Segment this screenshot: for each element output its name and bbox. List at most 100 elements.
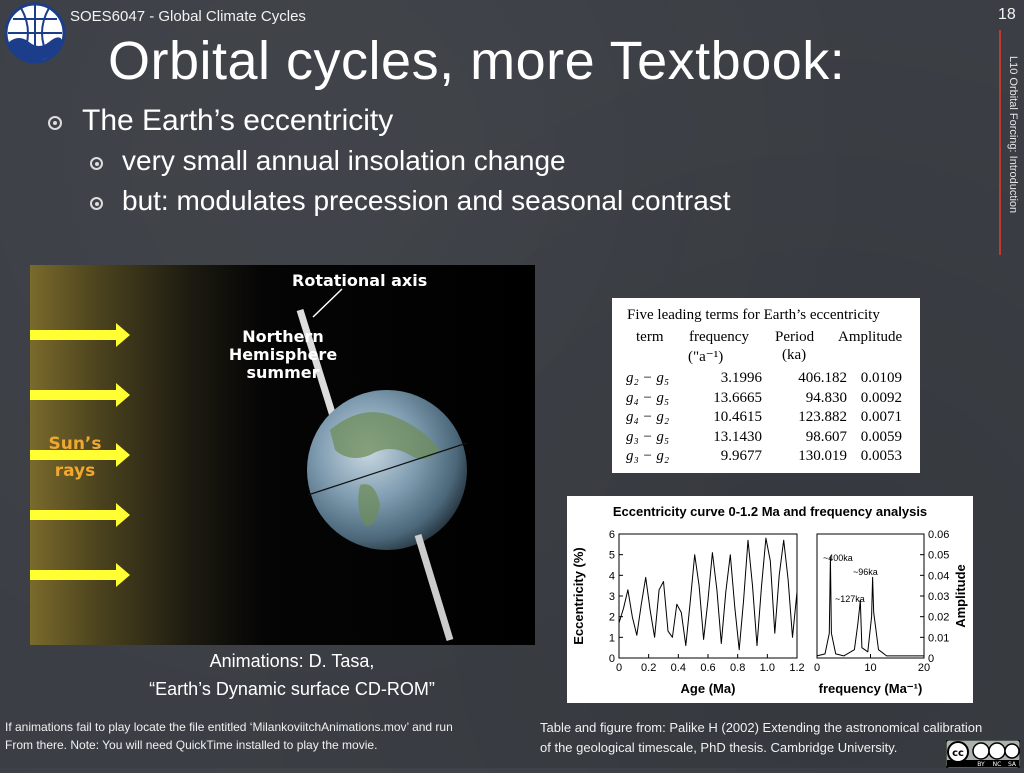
y-axis-label: Eccentricity (%)	[571, 547, 586, 645]
x-tick-label: 20	[918, 662, 930, 674]
y-tick-label: 5	[609, 550, 615, 562]
source-citation: Table and figure from: Palike H (2002) E…	[540, 718, 1020, 758]
slide-title: Orbital cycles, more Textbook:	[108, 31, 846, 91]
table-cell: 13.1430	[713, 428, 762, 445]
x-tick-label: 10	[864, 662, 876, 674]
citation-line: of the geological timescale, PhD thesis.…	[540, 740, 898, 755]
y-tick-label: 2	[609, 612, 615, 624]
peak-annotation: ~96ka	[853, 567, 878, 577]
table-term-cell: g₃ − g₂	[626, 448, 670, 464]
y-tick-label: 0.04	[928, 570, 949, 582]
x-tick-label: 0	[616, 662, 622, 674]
sun-line: Sun’s	[48, 434, 102, 454]
y-tick-label: 0.05	[928, 550, 949, 562]
table-cell: 0.0059	[860, 428, 902, 445]
table-term-cell: g₂ − g₅	[626, 370, 670, 386]
sun-rays	[30, 323, 130, 587]
rotational-axis-label: Rotational axis	[292, 271, 428, 290]
earth-animation-figure[interactable]: Rotational axis Northern Hemisphere summ…	[30, 265, 535, 645]
y-tick-label: 0.06	[928, 529, 949, 541]
credit-line: Animations: D. Tasa,	[209, 651, 375, 671]
sa-mark: SA	[1008, 761, 1017, 768]
table-header: Amplitude	[838, 329, 903, 345]
table-header: term	[636, 329, 664, 345]
table-cell: 3.1996	[720, 370, 762, 386]
table-subheader: ("a⁻¹)	[688, 349, 724, 365]
table-header: frequency	[689, 329, 749, 345]
suns-rays-label: Sun’s rays	[44, 431, 106, 485]
citation-line: Table and figure from: Palike H (2002) E…	[540, 720, 983, 735]
animation-credit: Animations: D. Tasa, “Earth’s Dynamic su…	[112, 647, 472, 703]
y-tick-label: 0.01	[928, 632, 949, 644]
table-cell: 406.182	[798, 370, 847, 386]
bullet-icon	[90, 197, 103, 210]
bullet-main: The Earth’s eccentricity	[82, 104, 394, 137]
y-tick-label: 0.02	[928, 612, 949, 624]
creative-commons-license-icon[interactable]: cc BY NC SA	[945, 739, 1021, 769]
sun-line: rays	[54, 461, 96, 481]
credit-line: “Earth’s Dynamic surface CD-ROM”	[149, 679, 435, 699]
nh-line: Hemisphere	[228, 345, 338, 364]
y-tick-label: 0	[928, 653, 934, 665]
y-tick-label: 6	[609, 529, 615, 541]
bullet-sub: very small annual insolation change	[122, 145, 566, 176]
y-tick-label: 4	[609, 570, 615, 582]
y-tick-label: 3	[609, 591, 615, 603]
playback-note: If animations fail to play locate the fi…	[5, 718, 535, 754]
y-tick-label: 0	[609, 653, 615, 665]
nc-mark: NC	[993, 761, 1002, 768]
table-cell: 123.882	[798, 409, 847, 425]
note-line: If animations fail to play locate the fi…	[5, 720, 453, 734]
y-tick-label: 0.03	[928, 591, 949, 603]
axis-pointer	[312, 288, 343, 318]
university-logo	[4, 2, 66, 64]
x-tick-label: 0.6	[700, 662, 715, 674]
table-cell: 0.0092	[860, 389, 902, 406]
peak-annotation: ~127ka	[835, 594, 865, 604]
y-tick-label: 1	[609, 632, 615, 644]
bullet-sub: but: modulates precession and seasonal c…	[122, 185, 731, 216]
table-cell: 94.830	[805, 389, 847, 406]
bullet-icon	[48, 116, 62, 130]
nh-line: summer	[246, 363, 320, 382]
data-series-line	[618, 537, 798, 651]
table-subheader: (ka)	[782, 347, 807, 363]
slide-number: 18	[998, 6, 1016, 23]
table-term-cell: g₄ − g₅	[626, 389, 670, 406]
x-tick-label: 1.2	[789, 662, 804, 674]
chart-title: Eccentricity curve 0-1.2 Ma and frequenc…	[613, 504, 927, 519]
x-axis-label: Age (Ma)	[681, 681, 736, 696]
cc-mark: cc	[952, 748, 964, 759]
lecture-label: L10 Orbital Forcing: Introduction	[1007, 56, 1019, 214]
nh-line: Northern	[242, 327, 324, 346]
x-axis-label: frequency (Ma⁻¹)	[819, 681, 923, 696]
table-cell: 98.607	[805, 428, 847, 445]
table-cell: 10.4615	[713, 409, 762, 425]
y-axis-label: Amplitude	[953, 564, 968, 628]
x-tick-label: 0.8	[730, 662, 745, 674]
table-cell: 0.0053	[860, 448, 902, 464]
eccentricity-terms-table: Five leading terms for Earth’s eccentric…	[612, 298, 920, 473]
eccentricity-chart: Eccentricity curve 0-1.2 Ma and frequenc…	[567, 496, 973, 703]
table-term-cell: g₃ − g₅	[626, 428, 670, 445]
x-tick-label: 0.2	[641, 662, 656, 674]
course-title: SOES6047 - Global Climate Cycles	[70, 8, 306, 25]
table-cell: 13.6665	[713, 389, 762, 406]
x-tick-label: 1.0	[760, 662, 775, 674]
data-series-line	[816, 556, 924, 657]
table-cell: 9.9677	[720, 448, 762, 464]
x-tick-label: 0	[814, 662, 820, 674]
by-mark: BY	[977, 761, 985, 768]
table-cell: 0.0071	[860, 409, 902, 425]
side-divider	[999, 30, 1001, 255]
bullet-icon	[90, 157, 103, 170]
table-header: Period	[775, 329, 815, 345]
table-cell: 0.0109	[860, 370, 902, 386]
table-term-cell: g₄ − g₂	[626, 409, 670, 425]
table-caption: Five leading terms for Earth’s eccentric…	[627, 307, 880, 323]
northern-hemisphere-label: Northern Hemisphere summer	[228, 328, 338, 382]
table-cell: 130.019	[798, 448, 847, 464]
peak-annotation: ~400ka	[823, 553, 853, 563]
note-line: From there. Note: You will need QuickTim…	[5, 738, 378, 752]
x-tick-label: 0.4	[671, 662, 686, 674]
